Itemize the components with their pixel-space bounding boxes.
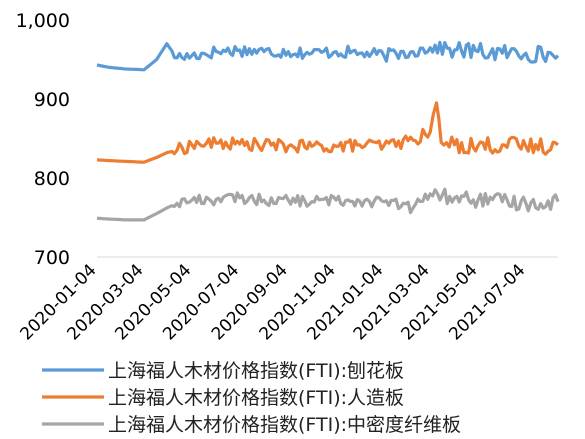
- y-axis-ticks: 700 800 900 1,000: [16, 10, 70, 269]
- legend-label: 上海福人木材价格指数(FTI):刨花板: [108, 360, 404, 382]
- series-line-1: [96, 40, 560, 72]
- y-tick-label: 900: [34, 89, 70, 111]
- series-line-3: [96, 187, 560, 222]
- y-tick-label: 700: [34, 247, 70, 269]
- y-tick-label: 800: [34, 168, 70, 190]
- legend: 上海福人木材价格指数(FTI):刨花板上海福人木材价格指数(FTI):人造板上海…: [42, 360, 461, 436]
- series-line-2: [96, 101, 559, 164]
- legend-label: 上海福人木材价格指数(FTI):中密度纤维板: [108, 414, 461, 436]
- legend-label: 上海福人木材价格指数(FTI):人造板: [108, 387, 404, 409]
- series-lines: [96, 40, 560, 222]
- x-axis-ticks: 2020-01-042020-03-042020-05-042020-07-04…: [17, 260, 530, 344]
- y-tick-label: 1,000: [16, 10, 70, 32]
